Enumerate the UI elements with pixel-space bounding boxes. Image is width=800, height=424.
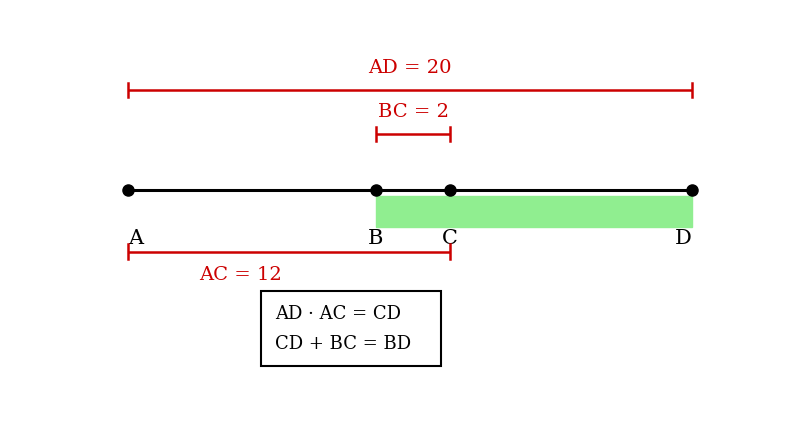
Text: A: A [128, 229, 143, 248]
Text: CD + BC = BD: CD + BC = BD [275, 335, 411, 353]
Text: D: D [675, 229, 692, 248]
Bar [376, 196, 692, 227]
Text: AD · AC = CD: AD · AC = CD [275, 305, 402, 323]
Text: B: B [368, 229, 383, 248]
Text: C: C [442, 229, 458, 248]
Text: AC = 12: AC = 12 [199, 266, 282, 285]
Text: AD = 20: AD = 20 [368, 59, 452, 77]
Text: BC = 2: BC = 2 [378, 103, 449, 121]
FancyBboxPatch shape [262, 291, 441, 366]
